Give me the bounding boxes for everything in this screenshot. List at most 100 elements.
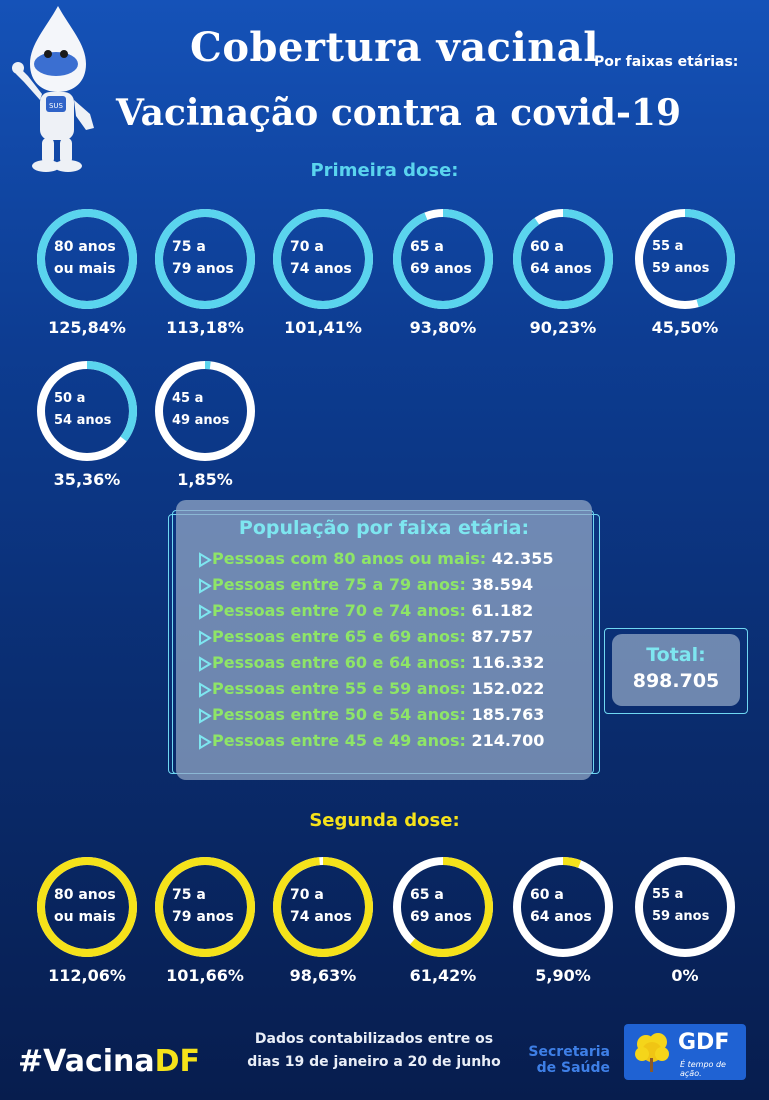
first-dose-ring-graphic [155, 361, 255, 461]
first-dose-ring: 80 anos ou mais [34, 206, 140, 312]
population-row: Pessoas entre 55 e 59 anos: 152.022 [198, 676, 554, 702]
play-arrow-icon [199, 655, 212, 672]
first-dose-ring-fill [37, 361, 137, 461]
population-row-label: Pessoas entre 55 e 59 anos: [212, 679, 466, 698]
population-row-value: 61.182 [471, 601, 534, 620]
hashtag: #VacinaDF [18, 1044, 200, 1079]
population-row-value: 42.355 [491, 549, 554, 568]
second-dose-percentage: 112,06% [48, 966, 126, 985]
population-list: Pessoas com 80 anos ou mais: 42.355 Pesso… [198, 546, 554, 754]
play-arrow-icon [199, 707, 212, 724]
first-dose-age-label: 45 a 49 anos [172, 391, 230, 428]
second-dose-heading: Segunda dose: [309, 810, 460, 831]
first-dose-percentage: 125,84% [48, 318, 126, 337]
first-dose-ring-fill [155, 209, 255, 309]
play-arrow-icon [199, 577, 212, 594]
play-arrow-icon [199, 603, 212, 620]
first-dose-age-label: 70 a 74 anos [290, 239, 352, 277]
first-dose-percentage: 93,80% [409, 318, 477, 337]
population-row: Pessoas entre 45 e 49 anos: 214.700 [198, 728, 554, 754]
play-arrow-icon [199, 733, 212, 750]
first-dose-ring: 60 a 64 anos [510, 206, 616, 312]
population-row: Pessoas entre 70 e 74 anos: 61.182 [198, 598, 554, 624]
second-dose-ring-fill [513, 857, 613, 957]
first-dose-age-label: 75 a 79 anos [172, 239, 234, 277]
second-dose-ring: 60 a 64 anos [510, 854, 616, 960]
play-arrow-icon [199, 681, 212, 698]
population-row-label: Pessoas entre 50 e 54 anos: [212, 705, 466, 724]
first-dose-ring-fill [635, 209, 735, 309]
second-dose-ring: 65 a 69 anos [390, 854, 496, 960]
second-dose-age-label: 70 a 74 anos [290, 887, 352, 925]
first-dose-ring-fill [155, 361, 255, 461]
second-dose-ring-graphic [155, 857, 255, 957]
second-dose-ring: 70 a 74 anos [270, 854, 376, 960]
data-note-line2: dias 19 de janeiro a 20 de junho [247, 1054, 501, 1070]
first-dose-ring-fill [37, 209, 137, 309]
population-row-value: 214.700 [471, 731, 545, 750]
first-dose-ring-graphic [393, 209, 493, 309]
first-dose-ring-graphic [513, 209, 613, 309]
population-row: Pessoas entre 75 a 79 anos: 38.594 [198, 572, 554, 598]
play-arrow-icon [199, 629, 212, 646]
first-dose-percentage: 45,50% [651, 318, 719, 337]
population-row: Pessoas entre 65 e 69 anos: 87.757 [198, 624, 554, 650]
first-dose-percentage: 90,23% [529, 318, 597, 337]
total-label: Total: [646, 644, 706, 666]
secretaria-line2: de Saúde [536, 1060, 610, 1076]
data-note-line1: Dados contabilizados entre os [254, 1031, 494, 1047]
second-dose-ring-track [635, 857, 735, 957]
population-row: Pessoas com 80 anos ou mais: 42.355 [198, 546, 554, 572]
gdf-text: GDF [678, 1030, 730, 1055]
first-dose-ring-graphic [37, 361, 137, 461]
first-dose-age-label: 80 anos ou mais [54, 239, 116, 277]
ipe-tree-icon [635, 1033, 669, 1072]
first-dose-percentage: 113,18% [166, 318, 244, 337]
play-arrow-icon [199, 551, 212, 568]
second-dose-ring-fill [37, 857, 137, 957]
first-dose-age-label: 65 a 69 anos [410, 239, 472, 277]
population-row-label: Pessoas entre 45 e 49 anos: [212, 731, 466, 750]
second-dose-ring: 75 a 79 anos [152, 854, 258, 960]
second-dose-ring-graphic [393, 857, 493, 957]
second-dose-percentage: 5,90% [535, 966, 591, 985]
gdf-slogan: É tempo de ação. [680, 1060, 726, 1078]
second-dose-ring-fill [273, 857, 373, 957]
second-dose-ring-graphic [635, 857, 735, 957]
population-row-label: Pessoas entre 65 e 69 anos: [212, 627, 466, 646]
second-dose-age-label: 60 a 64 anos [530, 887, 592, 925]
first-dose-ring: 65 a 69 anos [390, 206, 496, 312]
population-row-label: Pessoas entre 70 e 74 anos: [212, 601, 466, 620]
population-row-label: Pessoas entre 75 a 79 anos: [212, 575, 466, 594]
secondary-title: Vacinação contra a covid-19 [116, 92, 681, 134]
first-dose-heading: Primeira dose: [310, 160, 459, 181]
first-dose-percentage: 35,36% [53, 470, 121, 489]
population-row-value: 38.594 [471, 575, 534, 594]
first-dose-age-label: 55 a 59 anos [652, 239, 710, 276]
population-row-value: 116.332 [471, 653, 545, 672]
second-dose-age-label: 75 a 79 anos [172, 887, 234, 925]
second-dose-percentage: 98,63% [289, 966, 357, 985]
population-row-value: 152.022 [471, 679, 545, 698]
data-note: Dados contabilizados entre os dias 19 de… [238, 1028, 510, 1074]
second-dose-ring-fill [155, 857, 255, 957]
first-dose-ring-fill [273, 209, 373, 309]
second-dose-age-label: 55 a 59 anos [652, 887, 710, 924]
first-dose-percentage: 101,41% [284, 318, 362, 337]
first-dose-ring-fill [393, 209, 493, 309]
total-value: 898.705 [632, 670, 720, 692]
second-dose-age-label: 80 anos ou mais [54, 887, 116, 925]
vaccine-drop-mascot-icon: SUS [12, 6, 94, 172]
secretaria-logo: Secretaria de Saúde [528, 1044, 610, 1076]
second-dose-ring-graphic [273, 857, 373, 957]
second-dose-ring-fill [393, 857, 493, 957]
first-dose-ring: 70 a 74 anos [270, 206, 376, 312]
svg-text:SUS: SUS [49, 102, 64, 110]
first-dose-ring-graphic [273, 209, 373, 309]
total-box: Total: 898.705 [612, 634, 740, 706]
population-row: Pessoas entre 50 e 54 anos: 185.763 [198, 702, 554, 728]
first-dose-age-label: 60 a 64 anos [530, 239, 592, 277]
first-dose-ring-graphic [37, 209, 137, 309]
population-box: População por faixa etária: Pessoas com … [176, 500, 592, 780]
first-dose-ring: 75 a 79 anos [152, 206, 258, 312]
